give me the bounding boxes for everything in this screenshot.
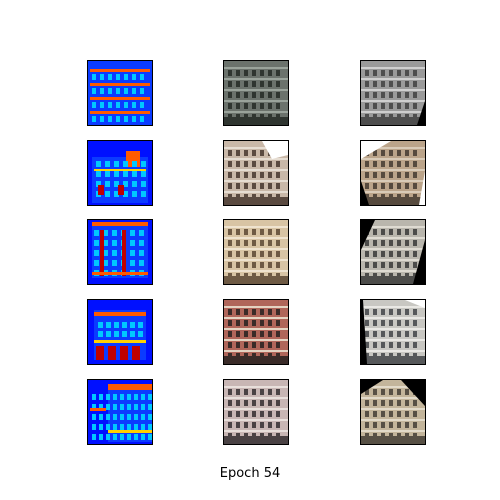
label-map-image-5 — [88, 380, 152, 444]
label-map-tile-1 — [87, 60, 153, 126]
label-map-tile-5 — [87, 379, 153, 445]
target-image-4 — [361, 300, 425, 364]
generated-tile-3 — [223, 219, 289, 285]
generated-image-1 — [224, 61, 288, 125]
label-map-tile-2 — [87, 140, 153, 206]
target-tile-4 — [360, 299, 426, 365]
generated-tile-1 — [223, 60, 289, 126]
generated-image-2 — [224, 141, 288, 205]
label-map-image-1 — [88, 61, 152, 125]
generated-tile-4 — [223, 299, 289, 365]
target-tile-1 — [360, 60, 426, 126]
generated-image-4 — [224, 300, 288, 364]
label-map-image-4 — [88, 300, 152, 364]
target-image-5 — [361, 380, 425, 444]
label-map-image-3 — [88, 220, 152, 284]
label-map-image-2 — [88, 141, 152, 205]
target-tile-5 — [360, 379, 426, 445]
generated-image-5 — [224, 380, 288, 444]
generated-tile-2 — [223, 140, 289, 206]
generated-tile-5 — [223, 379, 289, 445]
target-image-3 — [361, 220, 425, 284]
label-map-tile-3 — [87, 219, 153, 285]
target-image-2 — [361, 141, 425, 205]
label-map-tile-4 — [87, 299, 153, 365]
figure-caption: Epoch 54 — [219, 466, 281, 481]
target-tile-2 — [360, 140, 426, 206]
target-image-1 — [361, 61, 425, 125]
target-tile-3 — [360, 219, 426, 285]
generated-image-3 — [224, 220, 288, 284]
